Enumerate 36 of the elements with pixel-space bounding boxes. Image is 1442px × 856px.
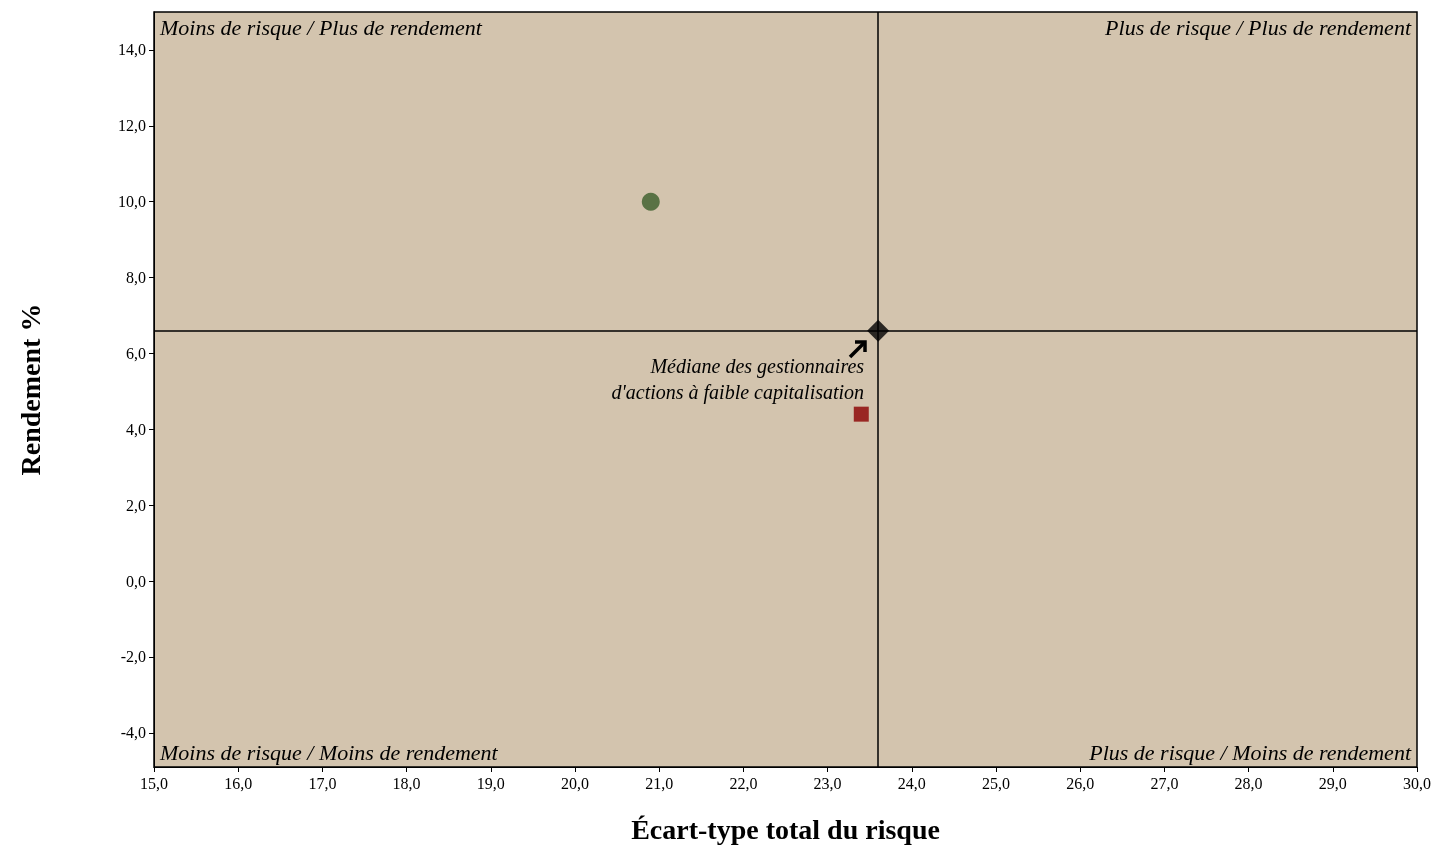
y-tick-label: 0,0	[126, 572, 146, 590]
x-tick-label: 21,0	[645, 774, 674, 792]
point	[853, 406, 869, 422]
x-tick-label: 28,0	[1234, 774, 1263, 792]
x-tick-label: 29,0	[1318, 774, 1347, 792]
y-tick-label: 6,0	[126, 344, 146, 362]
annotation: Moins de risque / Plus de rendement	[159, 14, 483, 40]
x-tick-label: 25,0	[982, 774, 1010, 792]
y-tick-label: 8,0	[126, 269, 146, 287]
x-tick-label: 23,0	[813, 774, 842, 792]
x-axis-title: Écart-type total du risque	[631, 813, 940, 845]
x-tick-label: 26,0	[1066, 774, 1095, 792]
y-tick-label: 14,0	[118, 41, 146, 59]
y-tick-label: 12,0	[118, 117, 146, 135]
x-tick-label: 19,0	[476, 774, 505, 792]
x-tick-label: 16,0	[224, 774, 253, 792]
x-tick-label: 22,0	[729, 774, 758, 792]
x-tick-label: 27,0	[1150, 774, 1179, 792]
point	[867, 319, 890, 342]
annotation: Plus de risque / Moins de rendement	[1088, 739, 1412, 765]
y-tick-label: 2,0	[126, 496, 146, 514]
y-axis-title: Rendement %	[14, 303, 46, 476]
x-tick-label: 18,0	[392, 774, 421, 792]
y-tick-label: -4,0	[120, 724, 146, 742]
y-tick-label: 10,0	[118, 193, 146, 211]
annotation: Moins de risque / Moins de rendement	[159, 739, 499, 765]
y-tick-label: -2,0	[120, 648, 146, 666]
y-tick-label: 4,0	[126, 420, 146, 438]
x-tick-label: 24,0	[897, 774, 926, 792]
annotation: Médiane des gestionnaires d'actions à faible capitalisation	[611, 354, 865, 404]
x-tick-label: 30,0	[1403, 774, 1431, 792]
point	[641, 192, 660, 211]
x-tick-label: 15,0	[140, 774, 168, 792]
x-tick-label: 17,0	[308, 774, 337, 792]
annotation: Plus de risque / Plus de rendement	[1104, 14, 1412, 40]
x-tick-label: 20,0	[561, 774, 589, 792]
